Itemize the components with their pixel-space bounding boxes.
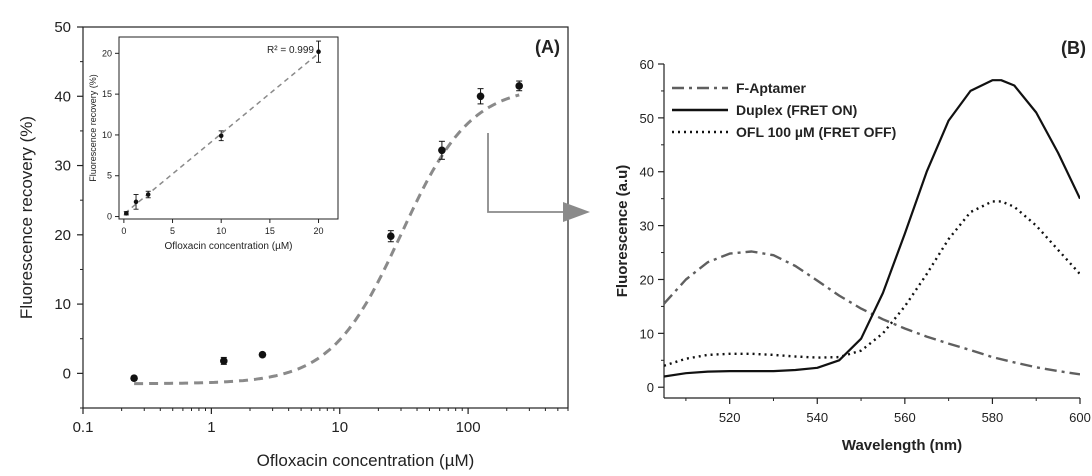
inset-y-tick-label: 0 xyxy=(107,212,112,222)
inset-data-point xyxy=(145,192,151,197)
panel-label: (A) xyxy=(535,37,560,57)
y-tick-label: 10 xyxy=(54,296,71,313)
y-tick-label: 0 xyxy=(647,380,654,395)
data-point xyxy=(476,92,485,101)
x-tick-label: 1 xyxy=(207,419,215,436)
chart-a-inset: 0 5 10 15 20 0 5 10 15 20 Ofloxacin concentration … xyxy=(88,36,339,252)
inset-y-tick-label: 5 xyxy=(107,171,112,181)
x-tick-label: 580 xyxy=(982,410,1004,425)
x-tick-label: 0.1 xyxy=(73,419,94,436)
data-point xyxy=(130,374,138,383)
legend-label-1: F-Aptamer xyxy=(736,80,807,96)
data-point xyxy=(220,357,228,365)
inset-data-point xyxy=(133,199,139,205)
y-tick-label: 0 xyxy=(63,365,71,382)
chart-b: 520 540 560 580 600 0 10 20 30 40 50 60 Wavelength (… xyxy=(614,38,1091,454)
data-point xyxy=(258,350,267,359)
inset-x-axis-label: Ofloxacin concentration (µM) xyxy=(164,241,292,252)
inset-y-tick-label: 10 xyxy=(102,130,112,140)
x-tick-label: 10 xyxy=(331,419,348,436)
inset-y-tick-label: 20 xyxy=(102,48,112,58)
inset-x-tick-label: 15 xyxy=(265,226,275,236)
y-axis-label: Fluorescence recovery (%) xyxy=(17,116,36,319)
series-line-2 xyxy=(664,79,1080,378)
y-tick-label: 30 xyxy=(54,158,71,175)
inset-frame xyxy=(118,36,339,220)
inset-x-tick-label: 20 xyxy=(314,226,324,236)
x-tick-label: 520 xyxy=(719,410,741,425)
legend-label-2: Duplex (FRET ON) xyxy=(736,102,857,118)
arrow-head xyxy=(563,202,590,222)
panel-label: (B) xyxy=(1061,38,1086,58)
y-tick-label: 10 xyxy=(640,326,654,341)
y-tick-label: 50 xyxy=(54,19,71,36)
y-axis-label: Fluorescence (a.u) xyxy=(614,165,631,298)
inset-fit-line xyxy=(124,52,320,214)
y-tick-label: 20 xyxy=(640,272,654,287)
fit-curve xyxy=(134,93,520,386)
series-line-3 xyxy=(664,200,1080,367)
y-tick-label: 40 xyxy=(54,88,71,105)
inset-x-tick-label: 0 xyxy=(121,226,126,236)
x-tick-label: 100 xyxy=(456,419,481,436)
legend-label-3: OFL 100 µM (FRET OFF) xyxy=(736,124,896,140)
data-point xyxy=(387,232,395,241)
data-point xyxy=(438,146,446,155)
x-axis-label: Ofloxacin concentration (µM) xyxy=(257,451,475,470)
y-tick-label: 60 xyxy=(640,57,654,72)
inset-data-point xyxy=(218,133,224,139)
inset-data-point xyxy=(316,49,321,54)
x-tick-label: 560 xyxy=(894,410,916,425)
data-point xyxy=(515,82,523,90)
y-tick-label: 30 xyxy=(640,219,654,234)
x-tick-label: 600 xyxy=(1069,410,1091,425)
inset-x-tick-label: 10 xyxy=(216,226,226,236)
x-axis-label: Wavelength (nm) xyxy=(842,437,962,454)
inset-y-tick-label: 15 xyxy=(102,89,112,99)
inset-x-tick-label: 5 xyxy=(170,226,175,236)
x-tick-label: 540 xyxy=(806,410,828,425)
y-tick-label: 50 xyxy=(640,111,654,126)
annotation-arrow xyxy=(487,133,590,222)
inset-y-axis-label: Fluorescence recovery (%) xyxy=(88,74,98,182)
series-line-1 xyxy=(664,250,1080,376)
y-tick-label: 40 xyxy=(640,165,654,180)
arrow-line xyxy=(487,133,565,213)
inset-annotation: R² = 0.999 xyxy=(267,45,314,56)
y-tick-label: 20 xyxy=(54,227,71,244)
inset-data-point xyxy=(124,210,129,216)
